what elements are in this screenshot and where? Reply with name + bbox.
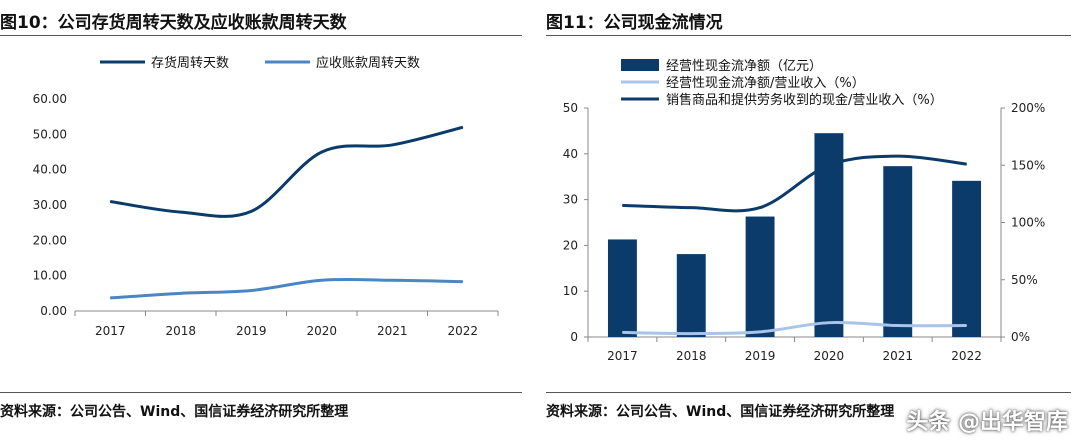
y2-tick-label: 100% bbox=[1011, 216, 1045, 230]
x-tick-label: 2018 bbox=[676, 349, 707, 363]
data-point bbox=[966, 325, 968, 327]
data-point bbox=[180, 292, 182, 294]
bar bbox=[607, 239, 637, 337]
x-tick-label: 2019 bbox=[745, 349, 776, 363]
series-line-2 bbox=[110, 277, 463, 300]
x-tick-label: 2017 bbox=[95, 324, 126, 338]
legend-swatch-1 bbox=[621, 59, 659, 71]
data-point bbox=[690, 333, 692, 335]
series-line-2 bbox=[622, 154, 967, 213]
chart-title: 图10：公司存货周转天数及应收账款周转天数 bbox=[0, 13, 347, 33]
data-point bbox=[462, 126, 464, 128]
legend-label-3: 销售商品和提供劳务收到的现金/营业收入（%） bbox=[666, 92, 943, 108]
data-point bbox=[180, 211, 182, 213]
data-point bbox=[621, 331, 623, 333]
y-tick-label: 50.00 bbox=[33, 127, 67, 141]
data-point bbox=[966, 163, 968, 165]
x-tick-label: 2020 bbox=[814, 349, 845, 363]
data-point bbox=[828, 322, 830, 324]
series-line-1 bbox=[110, 125, 464, 218]
data-point bbox=[897, 325, 899, 327]
data-point bbox=[109, 297, 111, 299]
y-tick-label: 50 bbox=[563, 101, 578, 115]
y-tick-label: 20.00 bbox=[33, 233, 67, 247]
legend-label-1: 存货周转天数 bbox=[151, 55, 229, 71]
data-point bbox=[690, 207, 692, 209]
x-tick-label: 2017 bbox=[607, 349, 638, 363]
bar bbox=[952, 180, 982, 337]
data-point bbox=[759, 207, 761, 209]
title-rule bbox=[0, 35, 522, 36]
y-tick-label: 40.00 bbox=[33, 163, 67, 177]
watermark: 头条 @出华智库 bbox=[906, 410, 1068, 435]
x-tick-label: 2018 bbox=[165, 324, 196, 338]
y-tick-label: 10.00 bbox=[33, 269, 67, 283]
y2-tick-label: 200% bbox=[1011, 101, 1045, 115]
series-line-1 bbox=[622, 320, 967, 336]
y2-tick-label: 0% bbox=[1011, 330, 1030, 344]
bar bbox=[745, 216, 775, 337]
data-point bbox=[109, 200, 111, 202]
y-tick-label: 10 bbox=[563, 284, 578, 298]
legend-label-2: 经营性现金流净额/营业收入（%） bbox=[666, 75, 865, 91]
bar bbox=[676, 254, 706, 337]
data-point bbox=[321, 279, 323, 281]
source-rule bbox=[546, 392, 1071, 393]
x-tick-label: 2020 bbox=[306, 324, 337, 338]
source-rule bbox=[0, 392, 522, 393]
x-tick-label: 2021 bbox=[377, 324, 408, 338]
source-note: 资料来源：公司公告、Wind、国信证券经济研究所整理 bbox=[546, 404, 895, 420]
x-tick-label: 2022 bbox=[951, 349, 982, 363]
title-rule bbox=[546, 35, 1071, 36]
data-point bbox=[250, 290, 252, 292]
legend-label-1: 经营性现金流净额（亿元） bbox=[666, 58, 822, 74]
x-tick-label: 2022 bbox=[447, 324, 478, 338]
y-tick-label: 0 bbox=[570, 330, 578, 344]
y-tick-label: 40 bbox=[563, 147, 578, 161]
x-tick-label: 2021 bbox=[882, 349, 913, 363]
data-point bbox=[391, 279, 393, 281]
y-tick-label: 0.00 bbox=[40, 304, 67, 318]
y-tick-label: 20 bbox=[563, 238, 578, 252]
line-chart: 存货周转天数 应收账款周转天数 0.00 10.00 20.00 30.00 40.00 50… bbox=[33, 55, 499, 338]
y2-tick-label: 50% bbox=[1011, 273, 1038, 287]
chart-panel-cashflow: 图11：公司现金流情况 经营性现金流净额（亿元） 经营性现金流净额/营业收入（%）… bbox=[546, 0, 1080, 446]
data-point bbox=[828, 164, 830, 166]
data-point bbox=[897, 155, 899, 157]
data-point bbox=[321, 151, 323, 153]
x-tick-label: 2019 bbox=[236, 324, 267, 338]
data-point bbox=[759, 331, 761, 333]
bar bbox=[814, 133, 844, 337]
combo-chart: 经营性现金流净额（亿元）经营性现金流净额/营业收入（%）销售商品和提供劳务收到的… bbox=[563, 58, 1046, 363]
data-point bbox=[621, 204, 623, 206]
data-point bbox=[391, 144, 393, 146]
chart-panel-inventory: 图10：公司存货周转天数及应收账款周转天数 存货周转天数 应收账款周转天数 0.00… bbox=[0, 0, 530, 446]
y2-tick-label: 150% bbox=[1011, 158, 1045, 172]
data-point bbox=[250, 210, 252, 212]
y-tick-label: 30.00 bbox=[33, 198, 67, 212]
y-tick-label: 60.00 bbox=[33, 92, 67, 106]
legend-label-2: 应收账款周转天数 bbox=[316, 55, 420, 71]
y-tick-label: 30 bbox=[563, 193, 578, 207]
source-note: 资料来源：公司公告、Wind、国信证券经济研究所整理 bbox=[0, 404, 349, 420]
chart-title: 图11：公司现金流情况 bbox=[546, 13, 723, 33]
bar bbox=[883, 166, 913, 337]
data-point bbox=[462, 281, 464, 283]
